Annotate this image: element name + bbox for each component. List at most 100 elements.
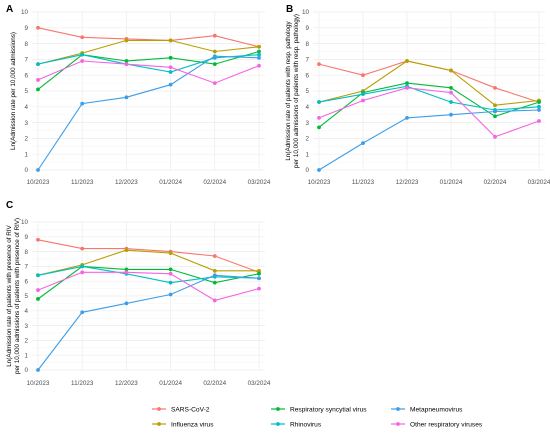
panel-c-grid <box>32 221 265 371</box>
y-tick-label: 5 <box>305 88 309 95</box>
data-point <box>257 276 261 281</box>
data-point <box>124 62 129 67</box>
legend-key-point <box>396 422 400 426</box>
data-point <box>493 114 497 119</box>
y-tick-label: 0 <box>305 167 309 174</box>
data-point <box>36 297 40 301</box>
series-line <box>37 27 260 48</box>
x-tick-label: 12/2023 <box>115 380 138 387</box>
x-tick-label: 10/2023 <box>308 179 331 186</box>
x-tick-label: 01/2024 <box>440 179 463 186</box>
legend-label: Metapneumovirus <box>410 406 463 413</box>
data-point <box>212 49 217 54</box>
panel-b-ylabel: Ln(Admission rate of patients with resp.… <box>285 14 300 168</box>
panel-a-ylabel: Ln(Admission rate per 10,000 admissions) <box>10 32 17 150</box>
y-tick-label: 7 <box>24 264 28 271</box>
data-point <box>80 101 85 106</box>
legend-label: Other respiratory viruses <box>410 421 483 428</box>
panel-c-series-respiratory-syncytial-virus <box>36 264 261 301</box>
x-tick-label: 03/2024 <box>248 380 271 387</box>
data-point <box>317 100 321 104</box>
panel-b-label: B <box>286 4 293 15</box>
x-tick-label: 03/2024 <box>528 179 550 186</box>
data-point <box>257 268 261 273</box>
data-point <box>537 104 541 109</box>
series-line <box>318 85 540 111</box>
legend-key-point <box>157 407 161 411</box>
panel-b-series-metapneumovirus <box>317 108 541 172</box>
data-point <box>361 98 365 103</box>
y-tick-label: 3 <box>305 120 309 127</box>
data-point <box>36 78 40 82</box>
data-point <box>405 59 409 63</box>
y-tick-label: 1 <box>305 151 309 158</box>
data-point <box>124 59 129 63</box>
data-point <box>212 268 217 273</box>
data-point <box>449 100 453 104</box>
x-tick-label: 11/2023 <box>71 179 94 186</box>
data-point <box>80 246 85 251</box>
data-point <box>124 38 129 43</box>
series-line <box>37 274 260 371</box>
data-point <box>168 82 173 87</box>
panel-a-grid <box>32 11 265 171</box>
data-point <box>212 81 217 85</box>
data-point <box>36 288 40 292</box>
y-tick-label: 5 <box>24 293 28 300</box>
x-tick-label: 02/2024 <box>484 179 507 186</box>
panel-a-series-metapneumovirus <box>36 54 261 172</box>
x-tick-label: 01/2024 <box>159 179 182 186</box>
legend-key-point <box>396 407 400 411</box>
legend-key-point <box>157 422 161 426</box>
data-point <box>212 62 217 67</box>
y-tick-label: 4 <box>24 308 28 315</box>
y-tick-label: 0 <box>24 167 28 174</box>
data-point <box>257 271 261 276</box>
x-tick-label: 11/2023 <box>71 380 94 387</box>
series-line <box>37 271 260 301</box>
panel-b-series-rhinovirus <box>317 84 541 112</box>
legend: SARS-CoV-2 Respiratory syncytial virus Met… <box>152 406 483 428</box>
panel-a: A 0 1 2 3 4 5 6 7 8 9 10 10/2023 11/2023 12/2023 01/202… <box>6 4 271 186</box>
x-tick-label: 10/2023 <box>27 380 50 387</box>
legend-key-point <box>276 422 280 426</box>
series-line <box>37 60 260 84</box>
legend-item: Respiratory syncytial virus <box>271 406 367 413</box>
panel-b-series-other-respiratory-viruses <box>317 85 541 139</box>
y-tick-label: 0 <box>24 367 28 374</box>
x-tick-label: 02/2024 <box>203 380 226 387</box>
y-tick-label: 4 <box>24 104 28 111</box>
y-tick-label: 10 <box>21 219 29 226</box>
data-point <box>36 168 40 172</box>
legend-label: SARS-CoV-2 <box>171 406 210 413</box>
panel-a-series-other-respiratory-viruses <box>36 59 261 85</box>
series-line <box>37 265 260 300</box>
data-point <box>317 168 321 172</box>
series-line <box>37 239 260 273</box>
data-point <box>124 248 129 253</box>
data-point <box>361 141 365 146</box>
data-point <box>36 62 40 67</box>
x-tick-label: 12/2023 <box>396 179 419 186</box>
panel-c-ylabel-line: per 10,000 admissions of patients with p… <box>14 218 21 374</box>
y-tick-label: 9 <box>24 234 28 241</box>
data-point <box>168 251 173 255</box>
y-tick-label: 4 <box>305 104 309 111</box>
data-point <box>405 115 409 120</box>
legend-item: Metapneumovirus <box>391 406 463 413</box>
y-tick-label: 5 <box>24 88 28 95</box>
panel-c: C 0 1 2 3 4 5 6 7 8 9 10 10/2023 11/2023 12/2023 01/202… <box>6 200 271 387</box>
x-tick-label: 10/2023 <box>27 179 50 186</box>
legend-key-point <box>276 407 280 411</box>
data-point <box>212 33 217 38</box>
y-tick-label: 7 <box>24 57 28 64</box>
data-point <box>405 85 409 90</box>
series-line <box>318 109 540 171</box>
data-point <box>36 368 40 372</box>
panel-c-ylabel: Ln(Admission rate of patients with prese… <box>6 218 21 374</box>
data-point <box>124 95 129 100</box>
y-tick-label: 2 <box>24 338 28 345</box>
data-point <box>493 85 497 90</box>
panel-a-label: A <box>6 4 13 15</box>
